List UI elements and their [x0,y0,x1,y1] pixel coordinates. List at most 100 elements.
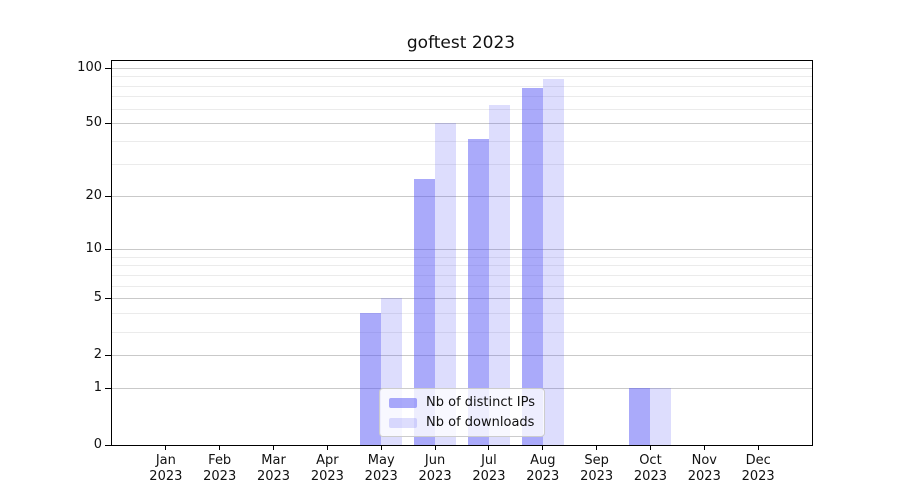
x-axis-year-label: 2023 [418,469,452,484]
y-axis-label: 0 [93,437,102,452]
x-axis-month-label: Oct [639,453,662,468]
x-axis-year-label: 2023 [472,469,506,484]
y-axis-tick [105,248,112,250]
x-axis-label: Jul 2023 [459,453,519,485]
x-axis-year-label: 2023 [526,469,560,484]
x-axis-label: Feb 2023 [190,453,250,485]
y-axis-label: 5 [93,290,102,306]
legend-label-downloads: Nb of downloads [426,415,535,430]
major-gridline [112,196,812,198]
x-axis-tick [273,445,275,450]
minor-gridline [112,265,812,267]
x-axis-year-label: 2023 [364,469,398,484]
x-axis-month-label: Feb [208,453,232,468]
y-axis-label: 1 [93,380,102,396]
minor-gridline [112,256,812,258]
y-axis-tick [105,355,112,357]
x-axis-month-label: Apr [316,453,339,468]
x-axis-tick [542,445,544,450]
y-axis-label: 100 [77,59,102,75]
y-axis-label: 20 [85,188,102,204]
x-axis-year-label: 2023 [149,469,183,484]
major-gridline [112,355,812,357]
x-axis-year-label: 2023 [687,469,721,484]
minor-gridline [112,96,812,98]
minor-gridline [112,85,812,87]
x-axis-year-label: 2023 [203,469,237,484]
y-axis-label: 2 [93,347,102,363]
y-axis-tick [105,67,112,69]
bar-downloads [435,123,457,445]
minor-gridline [112,108,812,110]
x-axis-label: Oct 2023 [620,453,680,485]
x-axis-label: Aug 2023 [513,453,573,485]
x-axis-month-label: May [367,453,395,468]
minor-gridline [112,331,812,333]
x-axis-tick [326,445,328,450]
x-axis-year-label: 2023 [741,469,775,484]
bar-downloads [650,388,672,445]
bar-distinct-ips [629,388,651,445]
minor-gridline [112,164,812,166]
major-gridline [112,298,812,300]
y-axis-tick [105,445,112,446]
x-axis-label: Jan 2023 [136,453,196,485]
x-axis-month-label: Nov [691,453,717,468]
minor-gridline [112,274,812,276]
bar-downloads [542,78,564,445]
plot-area: Nb of distinct IPs Nb of downloads 0 1 2 5 1… [77,60,813,484]
x-axis-month-label: Dec [745,453,771,468]
major-gridline [112,248,812,250]
x-axis-label: Dec 2023 [728,453,788,485]
x-axis-label: Mar 2023 [244,453,304,485]
bar-distinct-ips [360,313,382,445]
major-gridline [112,123,812,125]
x-axis-tick [703,445,705,450]
chart-title: goftest 2023 [406,33,516,53]
minor-gridline [112,313,812,315]
y-axis-label: 10 [85,240,102,256]
y-axis-tick [105,388,112,390]
y-axis-tick [105,196,112,198]
x-axis-tick [165,445,167,450]
x-axis-year-label: 2023 [633,469,667,484]
y-axis-tick [105,298,112,300]
x-axis-tick [649,445,651,450]
legend-swatch-downloads-icon [389,417,418,428]
x-axis-month-label: Jan [155,453,176,468]
x-axis-year-label: 2023 [310,469,344,484]
x-axis-label: Nov 2023 [674,453,734,485]
legend-entry-downloads: Nb of downloads [389,415,535,430]
x-axis-tick [219,445,221,450]
minor-gridline [112,141,812,143]
legend-label-distinct-ips: Nb of distinct IPs [426,395,535,410]
x-axis-tick [488,445,490,450]
x-axis-month-label: Aug [530,453,556,468]
minor-gridline [112,76,812,78]
x-axis-tick [596,445,598,450]
x-axis-year-label: 2023 [580,469,614,484]
x-axis-year-label: 2023 [256,469,291,484]
legend-swatch-distinct-ips-icon [389,397,418,408]
y-axis-label: 50 [85,115,102,131]
bar-distinct-ips [467,139,489,445]
x-axis-month-label: Jul [481,453,497,468]
x-axis-label: Jun 2023 [405,453,465,485]
y-axis-tick [105,123,112,125]
x-axis-label: May 2023 [351,453,411,485]
bar-downloads [488,104,510,445]
bar-distinct-ips [414,178,436,445]
bar-distinct-ips [521,87,543,445]
x-axis-tick [380,445,382,450]
x-axis-month-label: Mar [261,453,286,468]
x-axis-label: Sep 2023 [567,453,627,485]
x-axis-tick [434,445,436,450]
major-gridline [112,67,812,69]
x-axis-month-label: Sep [584,453,609,468]
minor-gridline [112,285,812,287]
x-axis-label: Apr 2023 [297,453,357,485]
legend: Nb of distinct IPs Nb of downloads [379,388,545,437]
x-axis-tick [757,445,759,450]
legend-entry-distinct-ips: Nb of distinct IPs [389,395,535,410]
